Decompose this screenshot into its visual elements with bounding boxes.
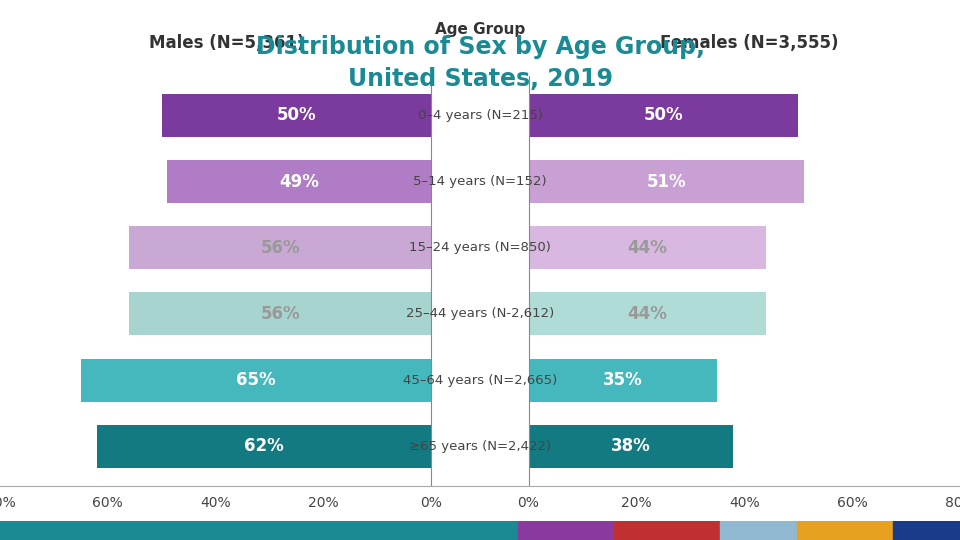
Bar — [893, 521, 960, 540]
Text: Distribution of Sex by Age Group,
United States, 2019: Distribution of Sex by Age Group, United… — [255, 35, 705, 91]
Text: Age Group: Age Group — [435, 22, 525, 37]
Bar — [518, 521, 614, 540]
Bar — [130, 226, 431, 269]
Text: 44%: 44% — [627, 239, 667, 256]
Bar — [130, 292, 431, 335]
Bar — [529, 160, 804, 203]
Bar — [81, 359, 431, 402]
Text: 35%: 35% — [603, 371, 643, 389]
Text: ≥65 years (N=2,422): ≥65 years (N=2,422) — [409, 440, 551, 453]
Bar — [720, 521, 797, 540]
Text: 56%: 56% — [260, 305, 300, 323]
Text: 62%: 62% — [245, 437, 284, 455]
Bar — [614, 521, 720, 540]
Bar — [162, 94, 431, 137]
Text: 38%: 38% — [612, 437, 651, 455]
Text: 49%: 49% — [279, 172, 320, 191]
Text: Females (N=3,555): Females (N=3,555) — [660, 35, 839, 52]
Text: 15–24 years (N=850): 15–24 years (N=850) — [409, 241, 551, 254]
Bar — [529, 94, 798, 137]
Text: 45–64 years (N=2,665): 45–64 years (N=2,665) — [403, 374, 557, 387]
Bar — [97, 425, 431, 468]
Text: 56%: 56% — [260, 239, 300, 256]
Text: 51%: 51% — [646, 172, 685, 191]
Text: 25–44 years (N-2,612): 25–44 years (N-2,612) — [406, 307, 554, 320]
Bar — [797, 521, 893, 540]
Bar — [167, 160, 431, 203]
Text: 50%: 50% — [643, 106, 684, 124]
Text: 65%: 65% — [236, 371, 276, 389]
Text: 5–14 years (N=152): 5–14 years (N=152) — [413, 175, 547, 188]
Text: Males (N=5,361): Males (N=5,361) — [149, 35, 304, 52]
Text: 50%: 50% — [276, 106, 317, 124]
Bar — [529, 359, 717, 402]
Text: 0–4 years (N=215): 0–4 years (N=215) — [418, 109, 542, 122]
Bar — [0, 521, 518, 540]
Text: 44%: 44% — [627, 305, 667, 323]
Bar — [529, 425, 733, 468]
Bar — [529, 226, 766, 269]
Bar — [529, 292, 766, 335]
